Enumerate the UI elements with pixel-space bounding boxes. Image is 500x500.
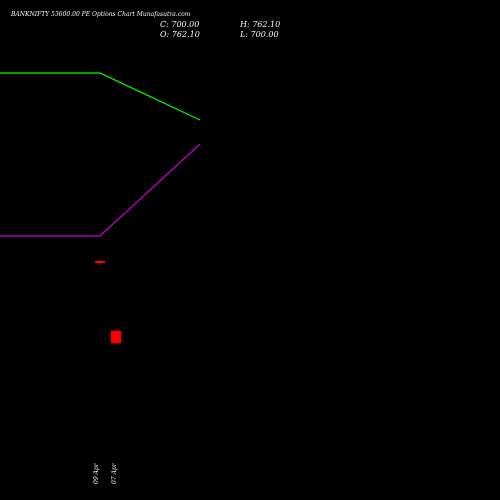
chart-title: BANKNIFTY 53600.00 PE Options Chart Muna… <box>11 11 191 18</box>
upper-indicator-line <box>0 72 201 121</box>
high-value: H: 762.10 <box>240 20 281 29</box>
lower-indicator-line <box>0 143 201 237</box>
candle-body <box>110 330 122 344</box>
open-value: O: 762.10 <box>160 30 200 39</box>
x-tick-label: 09 Apr <box>93 462 100 484</box>
candle-body <box>95 261 105 263</box>
low-value: L: 700.00 <box>240 30 279 39</box>
close-value: C: 700.00 <box>160 20 200 29</box>
x-tick-label: 07 Apr <box>111 462 118 484</box>
